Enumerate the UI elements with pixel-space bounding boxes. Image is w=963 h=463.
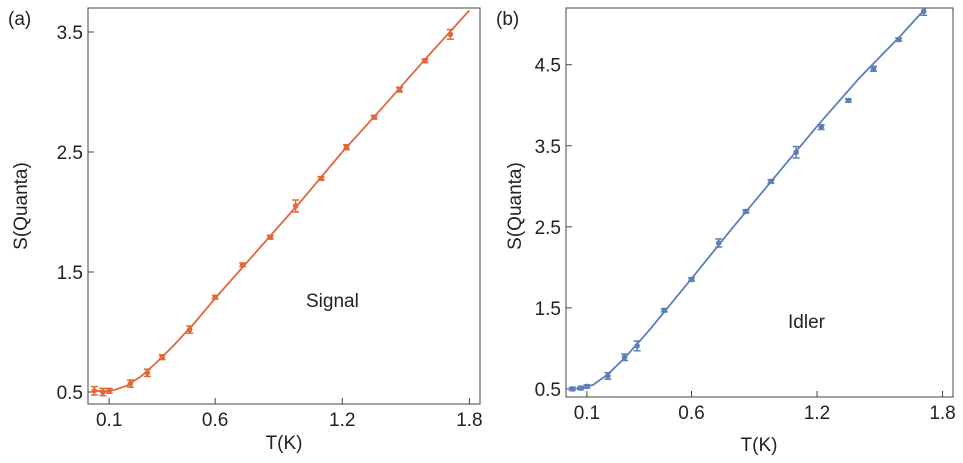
x-tick-label-a: 1.2: [329, 410, 355, 431]
data-point-b: [920, 8, 928, 17]
fit-line-b: [572, 8, 927, 390]
x-tick-label-b: 0.1: [574, 403, 600, 424]
data-point-b: [577, 385, 585, 391]
data-layer-a: [90, 9, 471, 397]
plot-frame-b: [565, 7, 954, 398]
data-point-a: [317, 175, 325, 182]
y-tick-label-a: 3.5: [57, 23, 83, 44]
x-axis-title-a: T(K): [266, 433, 303, 454]
data-point-a: [343, 144, 351, 151]
data-point-a: [292, 199, 300, 213]
x-tick-label-a: 1.8: [456, 410, 482, 431]
panel-label-a: (a): [8, 9, 31, 30]
data-point-b: [568, 386, 576, 392]
x-tick-label-b: 1.8: [929, 403, 955, 424]
fit-line-a: [94, 9, 471, 393]
data-point-a: [158, 354, 166, 361]
y-tick-label-b: 3.5: [535, 137, 561, 158]
annotation-idler: Idler: [788, 312, 826, 333]
y-tick-label-a: 2.5: [57, 143, 83, 164]
y-tick-label-a: 1.5: [57, 263, 83, 284]
data-point-a: [211, 294, 219, 301]
y-tick-label-b: 1.5: [535, 299, 561, 320]
panel-idler: (b) 0.1 0.6 1.2 1.8 0.5 1.5 2.5 3.5 4.5 Idler T(…: [496, 7, 956, 456]
data-point-b: [817, 123, 825, 131]
data-point-a: [370, 114, 378, 120]
data-point-b: [660, 307, 668, 314]
data-point-b: [870, 65, 878, 72]
y-axis-title-b: S(Quanta): [505, 162, 526, 250]
plot-content-a: 0.1 0.6 1.2 1.8 0.5 1.5 2.5 3.5: [57, 9, 483, 431]
data-point-b: [583, 383, 591, 390]
data-point-b: [715, 238, 723, 248]
data-point-b: [844, 97, 852, 104]
y-tick-label-a: 0.5: [57, 383, 83, 404]
panel-signal: (a) 0.1 0.6 1.2 1.8 0.5 1.5 2.5 3.5 Signal T(K)…: [8, 7, 483, 454]
data-point-a: [99, 387, 107, 397]
data-point-b: [767, 178, 775, 185]
x-tick-label-b: 0.6: [678, 403, 704, 424]
x-tick-label-a: 0.1: [96, 410, 122, 431]
data-point-a: [446, 28, 454, 40]
x-axis-title-b: T(K): [741, 435, 778, 456]
x-tick-label-b: 1.2: [804, 403, 830, 424]
x-tick-label-a: 0.6: [202, 410, 228, 431]
plot-content-b: 0.1 0.6 1.2 1.8 0.5 1.5 2.5 3.5 4.5: [535, 8, 956, 424]
data-point-b: [604, 371, 612, 380]
data-point-b: [621, 353, 629, 362]
data-point-a: [395, 86, 403, 93]
data-point-b: [742, 208, 750, 215]
panel-label-b: (b): [496, 9, 519, 30]
data-point-a: [239, 262, 247, 268]
data-point-b: [792, 145, 800, 159]
data-point-a: [105, 387, 113, 394]
y-axis-title-a: S(Quanta): [11, 162, 32, 250]
data-point-a: [143, 368, 151, 378]
data-point-b: [633, 340, 641, 352]
data-point-a: [421, 58, 429, 64]
y-tick-label-b: 0.5: [535, 380, 561, 401]
data-point-a: [266, 234, 274, 240]
data-point-a: [90, 385, 98, 396]
data-point-a: [126, 379, 134, 388]
data-point-a: [186, 325, 194, 334]
data-point-b: [895, 36, 903, 43]
plot-frame-a: [87, 7, 481, 405]
y-tick-label-b: 2.5: [535, 218, 561, 239]
annotation-signal: Signal: [306, 291, 359, 312]
data-point-b: [688, 276, 696, 283]
y-tick-label-b: 4.5: [535, 56, 561, 77]
data-layer-b: [568, 8, 928, 392]
